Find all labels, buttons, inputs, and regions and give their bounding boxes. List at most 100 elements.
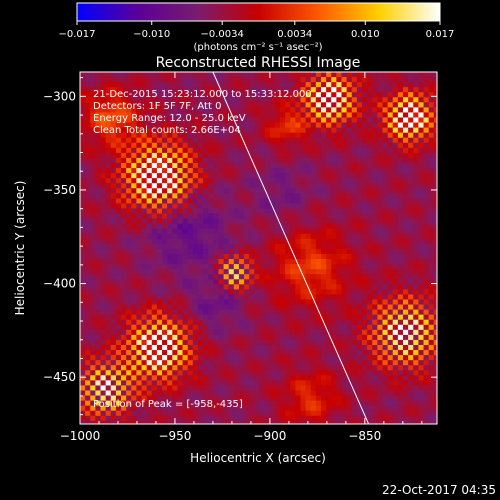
heatmap-cell bbox=[192, 142, 199, 149]
heatmap-cell bbox=[131, 127, 137, 134]
heatmap-cell bbox=[156, 137, 163, 144]
heatmap-cell bbox=[192, 279, 199, 285]
heatmap-cell bbox=[387, 218, 394, 225]
heatmap-cell bbox=[264, 324, 271, 331]
heatmap-cell bbox=[85, 309, 91, 316]
heatmap-cell bbox=[295, 132, 302, 139]
heatmap-cell bbox=[228, 375, 235, 381]
heatmap-cell bbox=[408, 238, 414, 245]
heatmap-cell bbox=[172, 344, 179, 351]
heatmap-cell bbox=[141, 264, 148, 270]
heatmap-cell bbox=[228, 259, 235, 265]
heatmap-cell bbox=[233, 72, 240, 78]
heatmap-cell bbox=[305, 350, 312, 356]
heatmap-cell bbox=[428, 173, 435, 179]
heatmap-cell bbox=[413, 72, 419, 78]
heatmap-cell bbox=[228, 87, 235, 93]
heatmap-cell bbox=[326, 92, 332, 98]
heatmap-cell bbox=[141, 92, 148, 98]
heatmap-cell bbox=[233, 112, 240, 119]
heatmap-cell bbox=[244, 142, 250, 149]
heatmap-cell bbox=[346, 324, 353, 331]
heatmap-cell bbox=[105, 385, 112, 392]
heatmap-cell bbox=[310, 355, 317, 361]
heatmap-cell bbox=[100, 264, 107, 270]
heatmap-cell bbox=[428, 102, 435, 108]
heatmap-cell bbox=[295, 339, 302, 346]
heatmap-cell bbox=[367, 360, 373, 366]
heatmap-cell bbox=[290, 248, 296, 255]
heatmap-cell bbox=[361, 193, 368, 199]
heatmap-cell bbox=[172, 183, 179, 189]
heatmap-cell bbox=[264, 223, 271, 230]
heatmap-cell bbox=[377, 339, 384, 346]
heatmap-cell bbox=[361, 198, 368, 205]
heatmap-cell bbox=[326, 142, 332, 149]
heatmap-cell bbox=[131, 97, 137, 103]
heatmap-cell bbox=[259, 107, 266, 114]
heatmap-cell bbox=[136, 72, 143, 78]
heatmap-cell bbox=[121, 178, 127, 184]
heatmap-cell bbox=[249, 294, 255, 301]
heatmap-cell bbox=[95, 173, 102, 179]
heatmap-cell bbox=[331, 365, 337, 371]
heatmap-cell bbox=[264, 92, 271, 98]
heatmap-cell bbox=[310, 420, 317, 424]
heatmap-cell bbox=[192, 92, 199, 98]
heatmap-cell bbox=[433, 284, 437, 290]
heatmap-cell bbox=[208, 188, 214, 194]
heatmap-cell bbox=[285, 289, 291, 296]
heatmap-cell bbox=[146, 178, 153, 184]
heatmap-cell bbox=[156, 213, 163, 220]
heatmap-cell bbox=[418, 299, 425, 306]
heatmap-cell bbox=[408, 168, 414, 174]
heatmap-cell bbox=[433, 178, 437, 184]
heatmap-cell bbox=[187, 188, 194, 194]
heatmap-cell bbox=[367, 117, 373, 124]
heatmap-cell bbox=[254, 228, 261, 235]
heatmap-cell bbox=[177, 132, 184, 139]
heatmap-cell bbox=[167, 269, 173, 275]
heatmap-cell bbox=[167, 77, 173, 83]
heatmap-cell bbox=[197, 208, 204, 215]
heatmap-cell bbox=[90, 380, 96, 387]
heatmap-cell bbox=[372, 410, 378, 417]
heatmap-cell bbox=[408, 365, 414, 371]
heatmap-cell bbox=[203, 334, 209, 341]
heatmap-cell bbox=[172, 233, 179, 240]
heatmap-cell bbox=[387, 314, 394, 321]
heatmap-cell bbox=[203, 213, 209, 220]
heatmap-cell bbox=[310, 350, 317, 356]
heatmap-cell bbox=[428, 168, 435, 174]
heatmap-cell bbox=[121, 72, 127, 78]
heatmap-cell bbox=[213, 299, 220, 306]
heatmap-cell bbox=[105, 163, 112, 169]
heatmap-cell bbox=[136, 375, 143, 381]
heatmap-cell bbox=[126, 355, 132, 361]
heatmap-cell bbox=[351, 274, 358, 280]
heatmap-cell bbox=[418, 380, 425, 387]
heatmap-cell bbox=[95, 97, 102, 103]
heatmap-cell bbox=[197, 82, 204, 88]
heatmap-cell bbox=[372, 163, 378, 169]
heatmap-cell bbox=[151, 309, 158, 316]
heatmap-cell bbox=[310, 142, 317, 149]
heatmap-cell bbox=[187, 395, 194, 402]
heatmap-cell bbox=[228, 72, 235, 78]
heatmap-cell bbox=[213, 112, 220, 119]
heatmap-cell bbox=[413, 274, 419, 280]
heatmap-cell bbox=[305, 183, 312, 189]
heatmap-cell bbox=[100, 289, 107, 296]
heatmap-cell bbox=[85, 314, 91, 321]
heatmap-cell bbox=[320, 264, 327, 270]
heatmap-cell bbox=[131, 137, 137, 144]
heatmap-cell bbox=[197, 122, 204, 129]
heatmap-cell bbox=[126, 294, 132, 301]
heatmap-cell bbox=[100, 400, 107, 407]
heatmap-cell bbox=[121, 163, 127, 169]
heatmap-cell bbox=[372, 375, 378, 381]
heatmap-cell bbox=[233, 314, 240, 321]
heatmap-cell bbox=[274, 183, 281, 189]
heatmap-cell bbox=[177, 137, 184, 144]
heatmap-cell bbox=[315, 188, 322, 194]
